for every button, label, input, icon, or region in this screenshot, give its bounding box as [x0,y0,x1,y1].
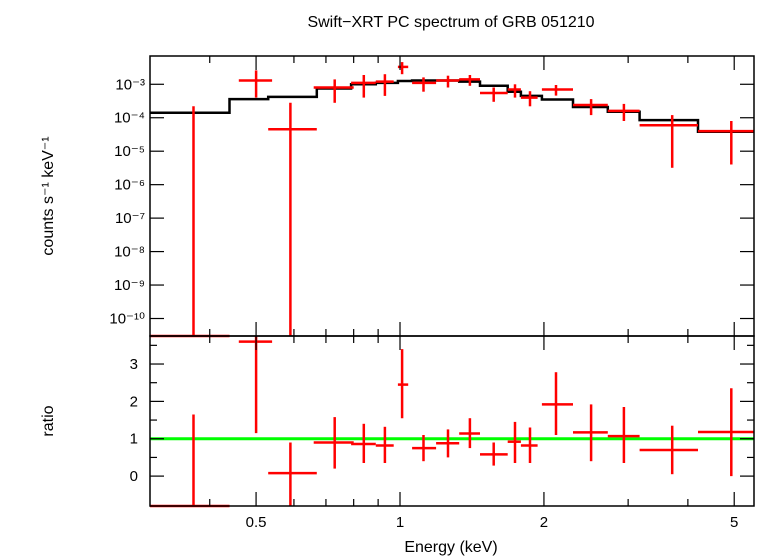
spectrum-point [436,75,460,88]
spectrum-panel: 10⁻³ 10⁻⁴ 10⁻⁵ 10⁻⁶ 10⁻⁷ 10⁻⁸ 10⁻⁹ 10⁻¹⁰ [109,56,754,338]
spectrum-point [150,106,230,338]
spectrum-point [238,70,273,98]
y-tick-label: 10⁻⁶ [114,177,145,194]
ratio-point [607,407,640,463]
x-tick-labels: 0.5 1 2 5 [246,514,739,531]
y-tick-label: 10⁻⁵ [114,143,145,160]
spectrum-point [607,103,640,121]
x-tick-label: 2 [540,514,548,531]
ratio-y-tick-labels: 0 1 2 3 [130,356,138,485]
ratio-point [639,425,698,475]
y-tick-label: 3 [130,356,138,373]
ratio-point [480,442,508,466]
ratio-point [351,423,376,463]
spectrum-point [313,79,354,103]
ratio-point [268,442,317,506]
spectrum-point [480,87,508,102]
ratio-point [459,418,480,449]
y-tick-label: 10⁻⁷ [115,210,145,227]
ratio-point [150,414,230,508]
ratio-point [412,435,437,462]
ratio-point [541,372,573,435]
ratio-point [397,349,409,419]
spectrum-point [520,91,538,107]
spectrum-point [375,74,394,96]
ratio-point [520,427,538,463]
chart-title: Swift−XRT PC spectrum of GRB 051210 [307,14,594,31]
ratio-point [573,404,608,462]
y-tick-label: 0 [130,468,138,485]
spectrum-axis-ticks [150,56,754,336]
x-tick-label: 5 [730,514,738,531]
spectrum-point [507,84,521,98]
panel-frames [149,55,755,507]
spectrum-point [639,115,698,168]
y-tick-label: 10⁻³ [115,76,145,93]
spectrum-data-points [150,62,754,338]
ratio-point [313,417,354,469]
ratio-point [238,336,273,434]
ratio-panel: 0 1 2 3 0.5 1 2 5 [130,336,754,531]
y-tick-label: 10⁻¹⁰ [109,311,145,328]
y-tick-label: 1 [130,431,138,448]
spectrum-y-tick-labels: 10⁻³ 10⁻⁴ 10⁻⁵ 10⁻⁶ 10⁻⁷ 10⁻⁸ 10⁻⁹ 10⁻¹⁰ [109,76,145,327]
x-tick-label: 1 [396,514,404,531]
y-tick-label: 2 [130,393,138,410]
ratio-panel-frame [149,335,755,507]
spectrum-point [412,77,437,92]
spectrum-point [268,102,317,336]
spectrum-point [351,75,376,98]
ratio-point [436,429,460,458]
ratio-point [698,388,754,477]
ratio-point [375,426,394,463]
ratio-axis-ticks [150,336,754,506]
ratio-y-axis-label: ratio [40,405,57,436]
x-tick-label: 0.5 [246,514,267,531]
spectrum-point [459,75,480,86]
y-tick-label: 10⁻⁸ [114,244,145,261]
spectrum-point [541,85,573,96]
x-axis-label: Energy (keV) [404,539,497,556]
spectrum-point [698,121,754,165]
y-tick-label: 10⁻⁴ [114,110,145,127]
y-tick-label: 10⁻⁹ [114,277,145,294]
spectrum-point [573,99,608,116]
spectrum-y-axis-label: counts s⁻¹ keV⁻¹ [40,136,57,255]
ratio-data-points [150,336,754,508]
ratio-point [507,421,521,463]
